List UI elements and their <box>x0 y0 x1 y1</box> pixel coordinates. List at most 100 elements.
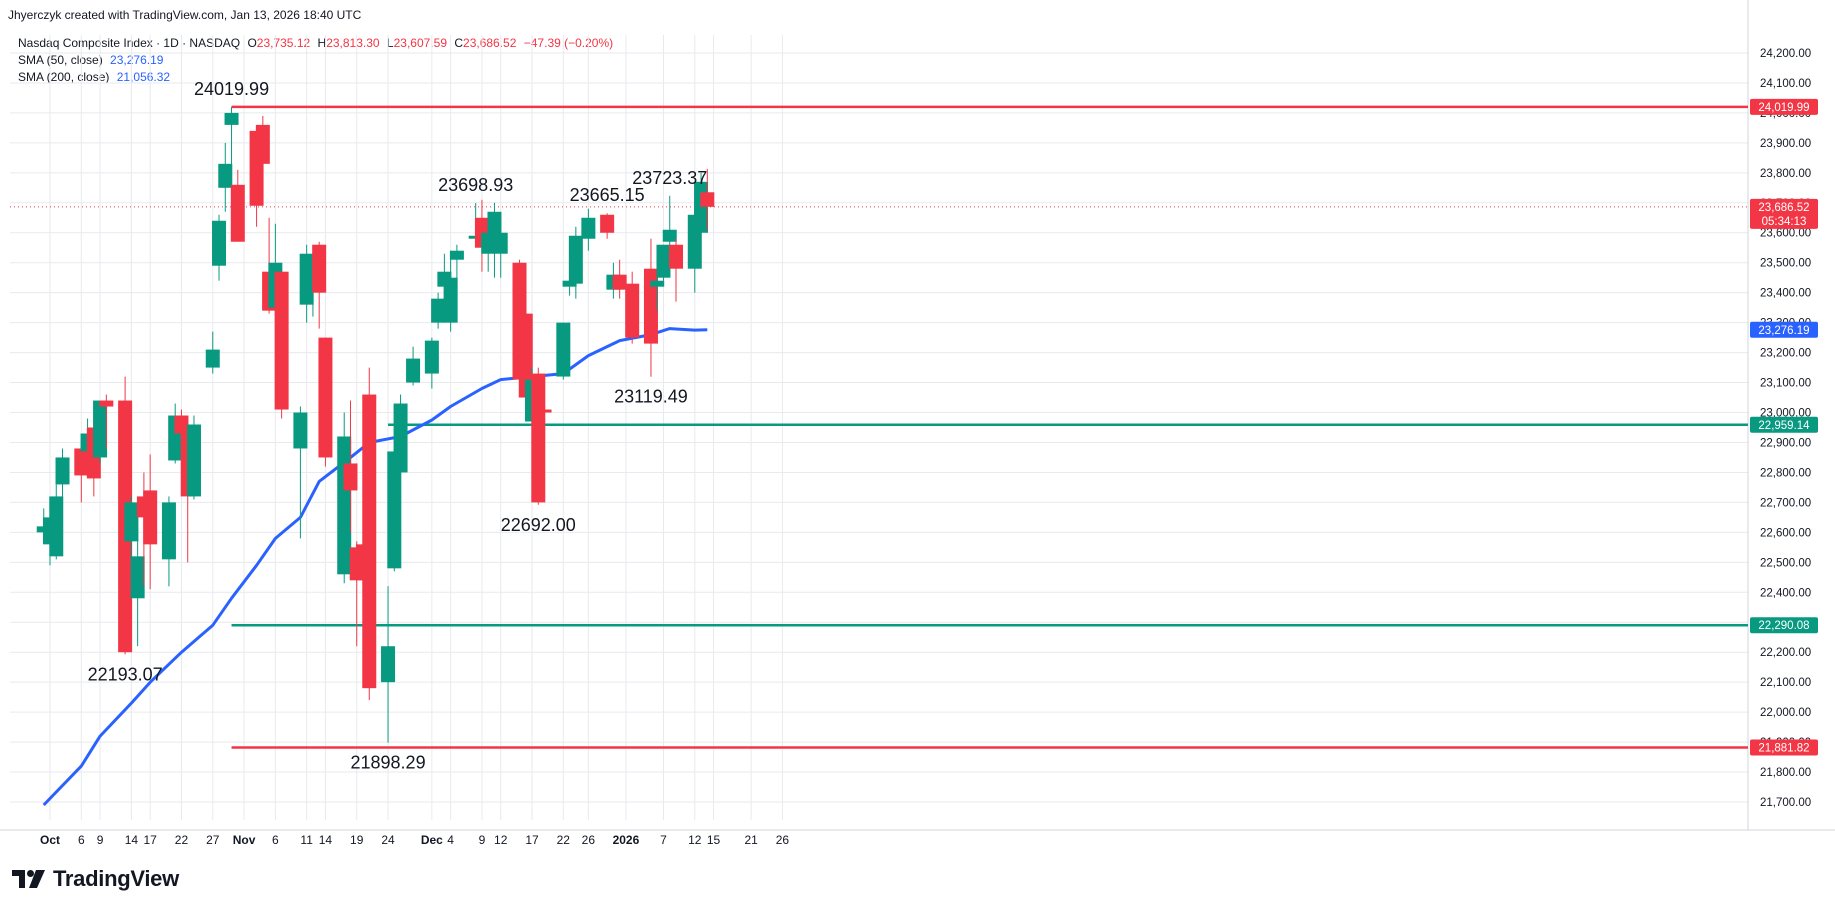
open-label: O <box>247 36 257 50</box>
price-tick-label: 22,200.00 <box>1760 647 1811 659</box>
time-tick-label: 27 <box>206 833 220 847</box>
price-tick-label: 23,000.00 <box>1760 408 1811 420</box>
candle <box>362 367 377 701</box>
time-tick-label: 24 <box>381 833 395 847</box>
candle-body <box>343 463 358 491</box>
time-tick-label: 7 <box>660 833 667 847</box>
candle-body <box>205 349 220 368</box>
candle-body <box>381 646 396 683</box>
sma200-row[interactable]: SMA (200, close) 21,056.32 <box>18 69 613 86</box>
candle <box>393 394 408 536</box>
sma200-value: 21,056.32 <box>116 70 171 84</box>
price-tick-label: 22,900.00 <box>1760 437 1811 449</box>
candle-body <box>186 424 201 497</box>
price-badge-label: 22,290.08 <box>1758 620 1809 632</box>
candle <box>531 367 546 505</box>
price-tick-label: 23,600.00 <box>1760 228 1811 240</box>
price-tick-label: 23,800.00 <box>1760 168 1811 180</box>
candle-body <box>274 271 289 410</box>
candle-body <box>449 250 464 260</box>
candle-body <box>600 214 615 233</box>
tradingview-logo[interactable]: TradingView <box>12 866 179 892</box>
candle <box>124 496 139 563</box>
candle-body <box>124 502 139 542</box>
time-tick-label: 17 <box>143 833 157 847</box>
time-tick-label: 26 <box>776 833 790 847</box>
time-tick-label: 6 <box>78 833 85 847</box>
candle-body <box>662 229 677 242</box>
close-label: C <box>454 36 464 50</box>
open-value: 23,735.12 <box>256 36 311 50</box>
candle-body <box>93 400 108 458</box>
price-badge-label: 22,959.14 <box>1758 420 1810 432</box>
low-label: L <box>386 36 394 50</box>
candle <box>274 271 289 419</box>
candle-body <box>49 496 64 557</box>
price-tick-label: 24,200.00 <box>1760 48 1811 60</box>
candle <box>212 214 227 281</box>
price-tick-label: 21,800.00 <box>1760 767 1811 779</box>
time-tick-label: Nov <box>233 833 256 847</box>
candle-body <box>669 244 683 269</box>
time-tick-label: Oct <box>40 833 60 847</box>
candle-body <box>424 340 439 374</box>
candle <box>568 226 583 299</box>
time-tick-label: 9 <box>479 833 486 847</box>
high-value: 23,813.30 <box>326 36 380 50</box>
time-tick-label: 15 <box>707 833 721 847</box>
candle-body <box>643 268 658 344</box>
candle <box>49 484 64 560</box>
time-tick-label: Dec <box>421 833 443 847</box>
candle-body <box>255 124 270 164</box>
horizontal-levels <box>231 105 1748 749</box>
candle <box>612 259 627 299</box>
candle <box>255 115 270 185</box>
price-tick-label: 24,100.00 <box>1760 78 1811 90</box>
time-tick-label: 22 <box>175 833 189 847</box>
candle-body <box>230 184 245 242</box>
candle <box>700 168 715 231</box>
candle <box>443 250 458 332</box>
candle-body <box>99 400 114 407</box>
price-badge-bg <box>1750 198 1818 229</box>
price-annotation: 21898.29 <box>351 753 426 773</box>
price-tick-label: 22,100.00 <box>1760 677 1811 689</box>
candle-body <box>612 274 627 290</box>
candle <box>55 448 70 500</box>
candle <box>406 346 421 386</box>
low-value: 23,607.59 <box>393 36 447 50</box>
price-tick-label: 23,400.00 <box>1760 288 1811 300</box>
candle-body <box>74 448 89 476</box>
time-tick-label: 12 <box>688 833 702 847</box>
candle <box>600 213 615 239</box>
price-badge: 22,290.08 <box>1750 617 1818 634</box>
chart-credit: Jhyerczyk created with TradingView.com, … <box>8 8 362 22</box>
candle-body <box>362 394 377 689</box>
candle <box>493 226 508 278</box>
price-badge-bg <box>1750 321 1818 338</box>
price-badge: 23,276.19 <box>1750 321 1818 338</box>
price-annotations: 24019.99 22193.07 23698.93 21898.29 22692.00… <box>88 79 708 773</box>
candle <box>186 415 201 500</box>
candle-body <box>337 436 352 575</box>
candle-body <box>656 244 671 278</box>
time-axis: Oct 6 9 14 17 22 27 Nov 6 11 14 19 24 Dec 4 9 12 17 22 26 20… <box>40 833 789 847</box>
price-badge: 24,019.99 <box>1750 98 1818 115</box>
price-badge-label: 23,686.52 <box>1758 202 1809 214</box>
candle <box>99 394 114 449</box>
price-badge-bg <box>1750 98 1818 115</box>
time-tick-label: 12 <box>494 833 508 847</box>
candle-body <box>568 235 583 284</box>
candle <box>293 406 308 539</box>
price-annotation: 24019.99 <box>194 79 269 99</box>
candle <box>537 376 552 440</box>
candle-body <box>650 280 665 287</box>
candle <box>424 337 439 389</box>
candle-body <box>625 283 640 338</box>
price-tick-label: 22,000.00 <box>1760 707 1811 719</box>
symbol-label[interactable]: Nasdaq Composite Index · 1D · NASDAQ <box>18 36 241 50</box>
candle-body <box>518 313 533 398</box>
price-annotation: 23119.49 <box>614 387 688 407</box>
candle <box>337 412 352 584</box>
